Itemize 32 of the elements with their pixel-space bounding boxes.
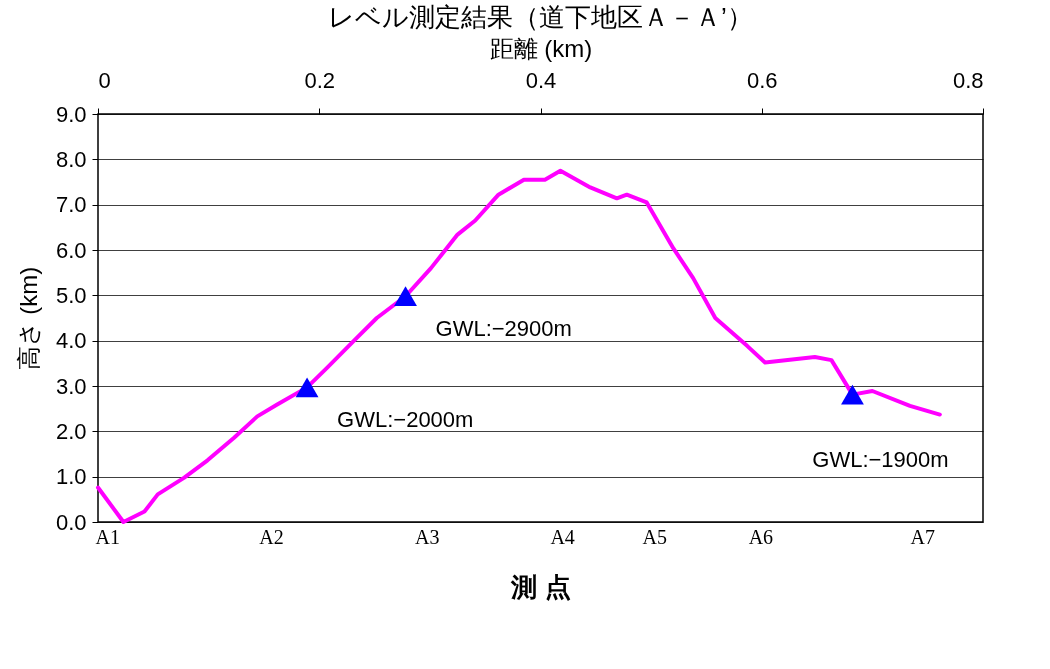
text: A7 [910, 526, 936, 548]
text: A2 [259, 526, 284, 548]
point [394, 286, 417, 307]
y-tick-label: 9.0 [55, 101, 87, 127]
x-axis-title: 距離 (km) [489, 34, 593, 62]
text: A5 [642, 526, 667, 548]
text: A3 [414, 526, 440, 548]
y-tick-label: 0.0 [55, 509, 87, 535]
text: A1 [95, 526, 120, 548]
annotation: GWL:−1900m [812, 446, 949, 472]
y-tick-label: 8.0 [55, 146, 87, 172]
y-axis-title: 高さ (km) [14, 266, 42, 371]
x-tick-label: 0.4 [525, 67, 557, 93]
point [295, 377, 319, 398]
point [841, 384, 864, 405]
annotation: GWL:−2000m [337, 407, 474, 433]
text: A4 [550, 526, 575, 548]
text: 測 点 [510, 571, 571, 602]
annotation: GWL:−2900m [435, 316, 572, 342]
y-tick-label: 1.0 [55, 464, 87, 490]
text: A6 [748, 526, 774, 548]
x-tick-label: 0 [98, 67, 111, 93]
x-tick-label: 0.8 [952, 67, 984, 93]
y-tick-label: 2.0 [55, 418, 87, 444]
chart-title: レベル測定結果（道下地区Ａ－Ａ’） [328, 2, 753, 32]
y-tick-label: 7.0 [55, 192, 87, 218]
y-tick-label: 4.0 [55, 328, 87, 354]
y-tick-label: 3.0 [55, 373, 87, 399]
x-tick-label: 0.2 [304, 67, 336, 93]
y-tick-label: 5.0 [55, 282, 87, 308]
x-tick-label: 0.6 [746, 67, 778, 93]
y-tick-label: 6.0 [55, 237, 87, 263]
